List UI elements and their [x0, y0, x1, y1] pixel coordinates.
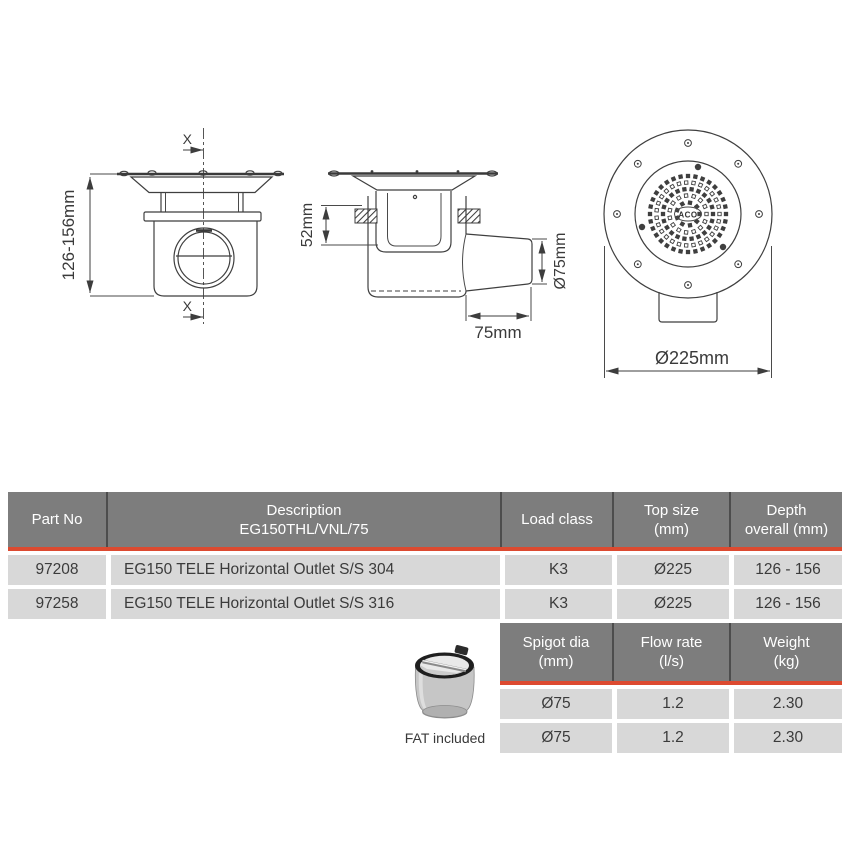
- cell-depth-overall: 126 - 156: [729, 589, 842, 619]
- cell-weight: 2.30: [729, 723, 842, 753]
- dim-label-75mm: 75mm: [474, 323, 521, 342]
- grate-screw-holes: [638, 163, 727, 251]
- cell-depth-overall: 126 - 156: [729, 555, 842, 585]
- section-marker-top: X: [183, 131, 193, 147]
- grate-perforations: [647, 173, 729, 255]
- cell-spigot-dia: Ø75: [500, 723, 612, 753]
- drawing-section-view: 52mm Ø75mm 75mm: [299, 170, 569, 342]
- cell-top-size: Ø225: [612, 589, 729, 619]
- col-header-depth-overall: Depth overall (mm): [729, 492, 842, 547]
- spec-table-secondary: Spigot dia (mm) Flow rate (l/s) Weight (…: [500, 623, 842, 753]
- cell-spigot-dia: Ø75: [500, 689, 612, 719]
- table-row: Ø75 1.2 2.30: [500, 723, 842, 753]
- red-accent-rule: [8, 547, 842, 551]
- fat-image-block: FAT included: [395, 640, 495, 746]
- spec-table-main: Part No Description EG150THL/VNL/75 Load…: [8, 492, 842, 619]
- spec-table2-header-row: Spigot dia (mm) Flow rate (l/s) Weight (…: [500, 623, 842, 681]
- flange-screw-holes: [613, 139, 763, 289]
- aco-logo-text: ACO: [678, 211, 697, 220]
- dim-label-depth: 126-156mm: [59, 190, 78, 281]
- drawing-front-view: X 126-156mm X: [59, 128, 284, 324]
- cell-top-size: Ø225: [612, 555, 729, 585]
- col-header-description: Description EG150THL/VNL/75: [106, 492, 500, 547]
- col-header-weight: Weight (kg): [729, 623, 842, 681]
- dim-label-top-dia: Ø225mm: [655, 348, 729, 368]
- col-header-top-size: Top size (mm): [612, 492, 729, 547]
- cell-load-class: K3: [500, 589, 612, 619]
- cell-flow-rate: 1.2: [612, 723, 729, 753]
- fat-caption: FAT included: [404, 730, 486, 746]
- spec-table-header-row: Part No Description EG150THL/VNL/75 Load…: [8, 492, 842, 547]
- col-header-spigot-dia: Spigot dia (mm): [522, 634, 590, 670]
- cell-part-no: 97258: [8, 589, 106, 619]
- dim-label-spigot-dia: Ø75mm: [552, 233, 569, 290]
- cell-description: EG150 TELE Horizontal Outlet S/S 304: [106, 555, 500, 585]
- table-row: 97258 EG150 TELE Horizontal Outlet S/S 3…: [8, 589, 842, 619]
- col-header-part-no: Part No: [31, 511, 83, 528]
- cell-flow-rate: 1.2: [612, 689, 729, 719]
- col-header-flow-rate: Flow rate (l/s): [612, 623, 729, 681]
- col-header-load-class: Load class: [500, 492, 612, 547]
- table-row: Ø75 1.2 2.30: [500, 689, 842, 719]
- cell-part-no: 97208: [8, 555, 106, 585]
- cell-weight: 2.30: [729, 689, 842, 719]
- section-marker-bottom: X: [183, 298, 193, 314]
- drawing-top-view: ACO Ø225mm: [603, 129, 773, 378]
- dim-label-52mm: 52mm: [299, 203, 316, 247]
- cell-load-class: K3: [500, 555, 612, 585]
- fat-bucket-image: [414, 645, 475, 719]
- red-accent-rule: [500, 681, 842, 685]
- table-row: 97208 EG150 TELE Horizontal Outlet S/S 3…: [8, 555, 842, 585]
- technical-drawings: X 126-156mm X: [59, 128, 773, 378]
- cell-description: EG150 TELE Horizontal Outlet S/S 316: [106, 589, 500, 619]
